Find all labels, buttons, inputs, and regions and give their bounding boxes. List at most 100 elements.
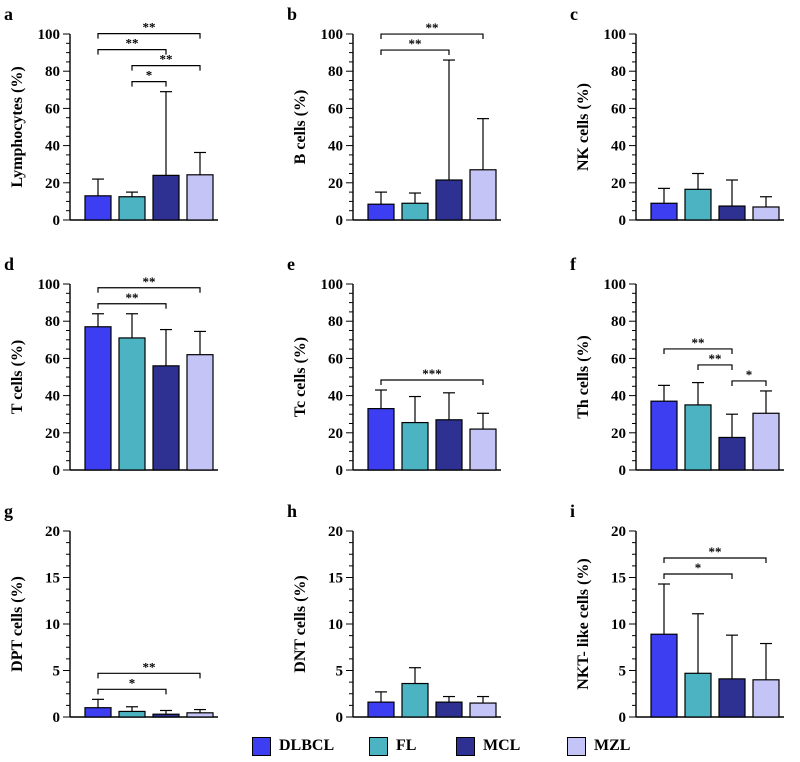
bar-fl [401, 682, 429, 718]
bar-dlbcl [84, 707, 112, 718]
bar-dlbcl [84, 195, 112, 221]
y-axis-label: NK cells (%) [575, 83, 592, 171]
bar-mcl [152, 365, 180, 471]
bar-fl [684, 672, 712, 718]
y-tick-label: 20 [611, 426, 626, 442]
y-tick-label: 40 [611, 139, 626, 155]
y-tick-label: 20 [611, 524, 626, 540]
panel-letter: f [570, 254, 577, 274]
significance-label: * [146, 68, 153, 83]
panel-letter: i [570, 501, 575, 521]
y-tick-label: 10 [611, 617, 626, 633]
bar-mcl [152, 713, 180, 718]
y-tick-label: 10 [328, 617, 343, 633]
y-tick-label: 40 [45, 389, 60, 405]
y-tick-label: 60 [611, 351, 626, 367]
y-tick-label: 20 [45, 176, 60, 192]
significance-label: ** [143, 20, 156, 35]
y-tick-label: 40 [328, 389, 343, 405]
y-tick-label: 100 [604, 27, 627, 43]
significance-label: ** [709, 351, 722, 366]
significance-label: ** [709, 544, 722, 559]
panel-e: e Tc cells (%) 0 20 40 60 80 100 *** [287, 254, 501, 479]
bar-fl [401, 202, 429, 221]
significance-label: * [695, 560, 702, 575]
legend-swatch-mzl [567, 736, 586, 756]
significance-bracket [97, 688, 167, 695]
y-tick-label: 0 [336, 463, 344, 479]
bar-mzl [469, 428, 497, 471]
bar-mcl [718, 436, 746, 471]
y-axis-label: DPT cells (%) [9, 576, 26, 672]
y-tick-label: 40 [45, 139, 60, 155]
y-axis-label: T cells (%) [9, 340, 26, 414]
bar-mzl [186, 354, 214, 471]
legend-label-fl: FL [396, 737, 417, 754]
bar-fl [118, 337, 146, 471]
bar-mzl [752, 412, 780, 471]
y-tick-label: 0 [336, 213, 344, 229]
y-tick-label: 0 [336, 710, 344, 726]
y-tick-label: 15 [328, 571, 343, 587]
panel-letter: b [287, 4, 297, 24]
bar-dlbcl [650, 633, 678, 718]
y-tick-label: 20 [328, 176, 343, 192]
bar-dlbcl [84, 326, 112, 471]
bar-mcl [435, 419, 463, 471]
panel-letter: c [570, 4, 578, 24]
y-tick-label: 15 [611, 571, 626, 587]
significance-label: ** [143, 659, 156, 674]
bar-dlbcl [367, 701, 395, 718]
legend-swatch-dlbcl [252, 736, 271, 756]
y-tick-label: 10 [45, 617, 60, 633]
y-tick-label: 60 [45, 101, 60, 117]
y-tick-label: 60 [328, 351, 343, 367]
y-tick-label: 60 [328, 101, 343, 117]
significance-bracket [131, 81, 167, 87]
bar-mzl [469, 169, 497, 221]
significance-bracket [380, 33, 484, 40]
bar-fl [118, 196, 146, 221]
bar-mcl [718, 678, 746, 718]
significance-bracket [97, 303, 167, 309]
panel-b: b B cells (%) 0 20 40 60 80 100 ** ** [287, 4, 501, 229]
panel-letter: a [4, 4, 13, 24]
significance-bracket [380, 49, 450, 56]
significance-label: ** [426, 20, 439, 35]
significance-label: ** [126, 36, 139, 51]
bar-mcl [435, 701, 463, 718]
y-axis-label: DNT cells (%) [292, 575, 309, 672]
bar-mzl [469, 702, 497, 718]
panel-letter: e [287, 254, 295, 274]
y-tick-label: 20 [328, 524, 343, 540]
y-tick-label: 0 [53, 463, 61, 479]
significance-label: ** [126, 290, 139, 305]
y-tick-label: 0 [619, 213, 627, 229]
significance-label: * [129, 675, 136, 690]
panel-h: h DNT cells (%) 0 5 10 15 20 [287, 501, 501, 726]
bar-mcl [152, 174, 180, 221]
y-tick-label: 0 [619, 710, 627, 726]
y-axis-label: Th cells (%) [575, 335, 592, 419]
legend-item-fl: FL [369, 734, 416, 758]
bar-mcl [718, 205, 746, 221]
bar-mzl [752, 206, 780, 221]
bar-dlbcl [367, 203, 395, 221]
bar-dlbcl [650, 400, 678, 471]
legend-label-mcl: MCL [483, 737, 521, 754]
y-tick-label: 80 [45, 64, 60, 80]
legend-item-dlbcl: DLBCL [252, 734, 334, 758]
bar-mzl [186, 174, 214, 221]
significance-label: ** [160, 52, 173, 67]
bar-mzl [186, 712, 214, 718]
bar-fl [684, 188, 712, 221]
bar-mzl [752, 679, 780, 718]
bar-fl [401, 421, 429, 471]
y-tick-label: 0 [53, 213, 61, 229]
legend: DLBCL FL MCL MZL [0, 734, 800, 762]
legend-swatch-mcl [456, 736, 475, 756]
y-tick-label: 20 [45, 426, 60, 442]
